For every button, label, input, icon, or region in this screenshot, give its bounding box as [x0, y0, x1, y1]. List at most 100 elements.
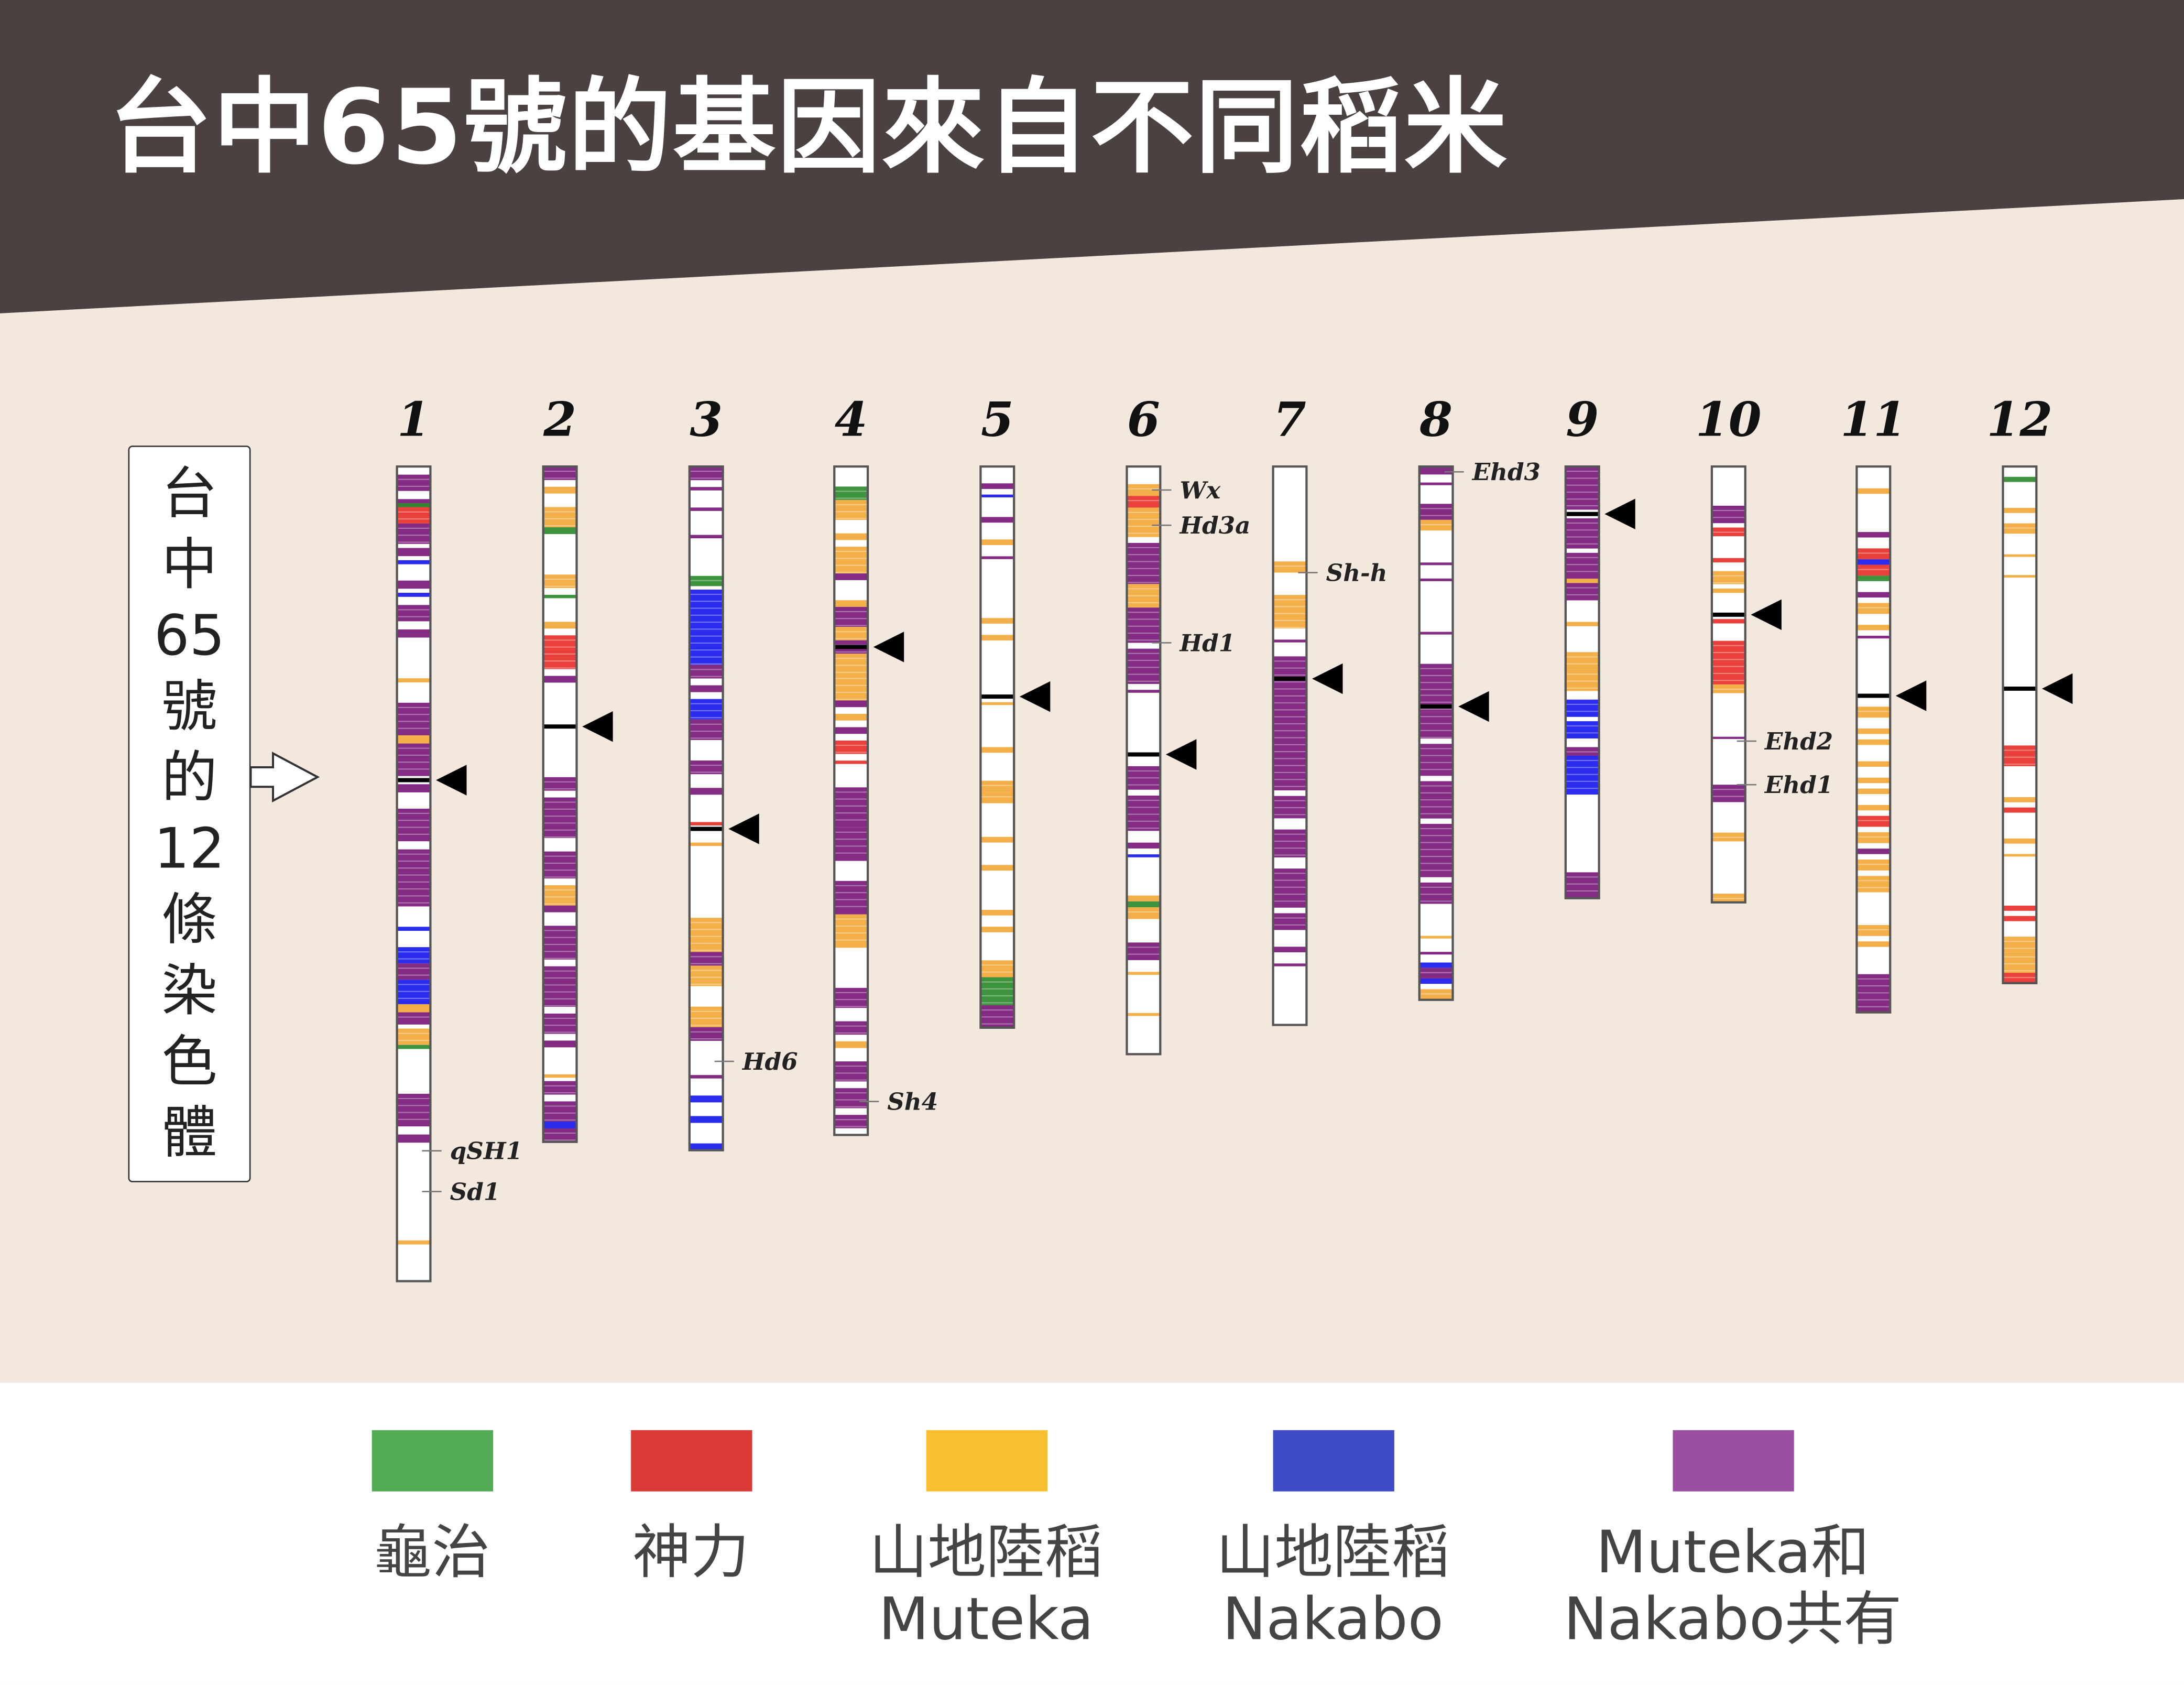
band-stripe — [1127, 595, 1161, 596]
chromosome-band — [980, 960, 1014, 977]
band-stripe — [543, 781, 577, 782]
marker-band — [1127, 752, 1161, 757]
chromosome-band — [1857, 761, 1891, 767]
legend: 龜治 神力 山地陸稻 Muteka 山地陸稻 Nakabo Muteka和 Nakabo共有 — [0, 1383, 2184, 1685]
chromosome-band — [397, 1012, 431, 1025]
gene-label: qSH1 — [450, 1137, 522, 1165]
chromosome-band — [980, 618, 1014, 624]
chromosome-band — [1857, 706, 1891, 718]
chromosome-band — [397, 1028, 431, 1045]
marker-band — [543, 724, 577, 729]
band-stripe — [2003, 527, 2037, 529]
band-stripe — [1711, 582, 1745, 584]
chromosome-band — [1127, 496, 1161, 508]
chromosome-band — [980, 702, 1014, 705]
chromosome-outline — [688, 465, 724, 1151]
band-stripe — [2003, 756, 2037, 758]
band-stripe — [1565, 680, 1599, 682]
band-stripe — [834, 511, 868, 513]
band-stripe — [834, 651, 868, 653]
chromosome-band — [834, 654, 868, 674]
band-stripe — [689, 635, 723, 637]
chromosome-band — [543, 797, 577, 838]
band-stripe — [543, 855, 577, 857]
chromosome-band — [1273, 963, 1307, 966]
band-stripe — [1273, 894, 1307, 895]
band-stripe — [834, 1092, 868, 1094]
chromosome-band — [1419, 744, 1453, 776]
band-stripe — [1565, 536, 1599, 538]
chromosome-band — [1565, 699, 1599, 717]
band-stripe — [834, 1006, 868, 1007]
gene-label: Sh4 — [887, 1088, 938, 1116]
band-stripe — [397, 511, 431, 513]
band-stripe — [834, 1079, 868, 1081]
band-stripe — [397, 747, 431, 749]
chromosome-band — [1857, 860, 1891, 871]
band-stripe — [2003, 749, 2037, 751]
band-stripe — [1273, 807, 1307, 809]
band-stripe — [1711, 531, 1745, 533]
chromosome-body — [689, 466, 723, 1150]
chromosome-band — [1127, 795, 1161, 831]
chromosome-band — [2003, 797, 2037, 802]
band-stripe — [834, 678, 868, 679]
band-stripe — [834, 939, 868, 941]
band-stripe — [397, 902, 431, 904]
chromosome-band — [689, 842, 723, 846]
chromosome-band — [543, 1040, 577, 1048]
band-stripe — [1127, 582, 1161, 583]
band-stripe — [689, 950, 723, 951]
band-stripe — [543, 585, 577, 587]
chromosome-band — [1711, 894, 1745, 903]
chromosome-number: 1 — [397, 392, 430, 448]
band-stripe — [689, 663, 723, 665]
marker-arrow-icon — [1604, 498, 1635, 529]
chromosome-band — [1711, 684, 1745, 693]
band-stripe — [543, 579, 577, 580]
chromosome-band — [1565, 652, 1599, 670]
legend-swatch — [371, 1430, 493, 1492]
chromosome-band — [1711, 832, 1745, 842]
side-label-char: 65 — [154, 603, 225, 668]
legend-label-line: 山地陸稻 — [1216, 1518, 1450, 1586]
band-stripe — [1273, 674, 1307, 676]
chromosome-band — [397, 1004, 431, 1013]
chromosome-band — [980, 556, 1014, 559]
band-stripe — [543, 822, 577, 824]
band-stripe — [834, 819, 868, 821]
band-stripe — [1565, 491, 1599, 493]
band-stripe — [1565, 774, 1599, 775]
band-stripe — [1127, 618, 1161, 620]
chromosome-band — [397, 743, 431, 776]
band-stripe — [543, 836, 577, 838]
chromosome-band — [543, 966, 577, 1007]
marker-arrow-icon — [1751, 599, 1782, 630]
chromosome-band — [1565, 747, 1599, 756]
band-stripe — [1273, 814, 1307, 816]
chromosome-band — [1419, 967, 1453, 979]
band-stripe — [1857, 978, 1891, 980]
band-stripe — [1419, 748, 1453, 749]
chromosome-band — [1857, 559, 1891, 565]
marker-arrow-icon — [1458, 691, 1489, 722]
chromosome-band — [2003, 937, 2037, 952]
marker-arrow-icon — [873, 632, 904, 662]
band-stripe — [1127, 602, 1161, 604]
chromosome-number: 4 — [835, 392, 868, 448]
band-stripe — [397, 1097, 431, 1100]
band-stripe — [1857, 929, 1891, 931]
chromosome-band — [1127, 907, 1161, 919]
band-stripe — [543, 816, 577, 817]
band-stripe — [689, 731, 723, 732]
gene-label: Sh-h — [1326, 559, 1388, 586]
band-stripe — [980, 1009, 1014, 1011]
band-stripe — [397, 1118, 431, 1120]
band-stripe — [1273, 786, 1307, 787]
band-stripe — [689, 614, 723, 616]
band-stripe — [834, 631, 868, 633]
band-stripe — [834, 497, 868, 499]
band-stripe — [397, 1032, 431, 1034]
band-stripe — [543, 829, 577, 831]
band-stripe — [1419, 515, 1453, 516]
